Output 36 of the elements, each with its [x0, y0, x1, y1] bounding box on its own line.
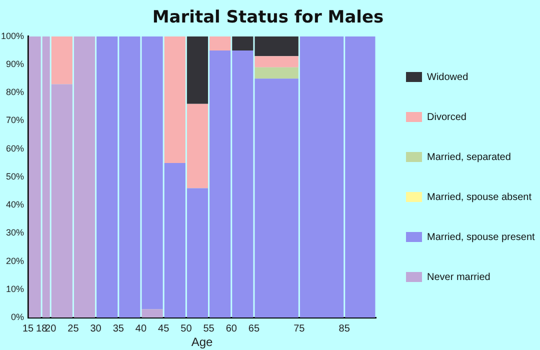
- y-tick-label: 0%: [11, 312, 24, 322]
- x-tick-label: 60: [226, 323, 238, 334]
- x-tick-label: 75: [294, 323, 306, 334]
- bar: [254, 67, 298, 79]
- x-tick-label: 45: [158, 323, 170, 334]
- x-tick-label: 30: [90, 323, 102, 334]
- x-tick-label: 15: [22, 323, 34, 334]
- bar: [186, 36, 208, 104]
- y-tick-label: 20%: [6, 256, 24, 266]
- x-tick-label: 35: [112, 323, 124, 334]
- y-tick-label: 30%: [6, 228, 24, 238]
- bar: [210, 36, 231, 50]
- legend-label: Married, spouse present: [427, 232, 536, 243]
- y-tick-label: 70%: [6, 115, 24, 126]
- x-tick-label: 65: [248, 323, 260, 334]
- x-tick-label: 55: [203, 323, 215, 334]
- y-tick-label: 10%: [6, 284, 24, 294]
- x-tick-label: 50: [180, 323, 192, 334]
- legend-label: Widowed: [427, 72, 468, 83]
- x-tick-label: 40: [135, 323, 147, 334]
- chart-title: Marital Status for Males: [152, 8, 384, 28]
- y-tick-label: 100%: [0, 30, 24, 41]
- y-tick-label: 40%: [6, 200, 24, 210]
- legend-label: Never married: [427, 272, 490, 283]
- bar: [142, 309, 163, 318]
- x-tick-label: 25: [68, 323, 80, 334]
- x-tick-label: 85: [338, 323, 350, 334]
- y-tick-label: 80%: [6, 87, 24, 98]
- y-tick-label: 50%: [6, 171, 24, 182]
- y-tick-label: 60%: [6, 143, 24, 154]
- bar: [51, 36, 72, 84]
- x-axis-title: Age: [191, 335, 214, 350]
- legend-label: Married, separated: [427, 152, 511, 163]
- legend-label: Divorced: [427, 112, 466, 123]
- y-tick-label: 90%: [6, 59, 24, 70]
- legend-label: Married, spouse absent: [427, 192, 532, 203]
